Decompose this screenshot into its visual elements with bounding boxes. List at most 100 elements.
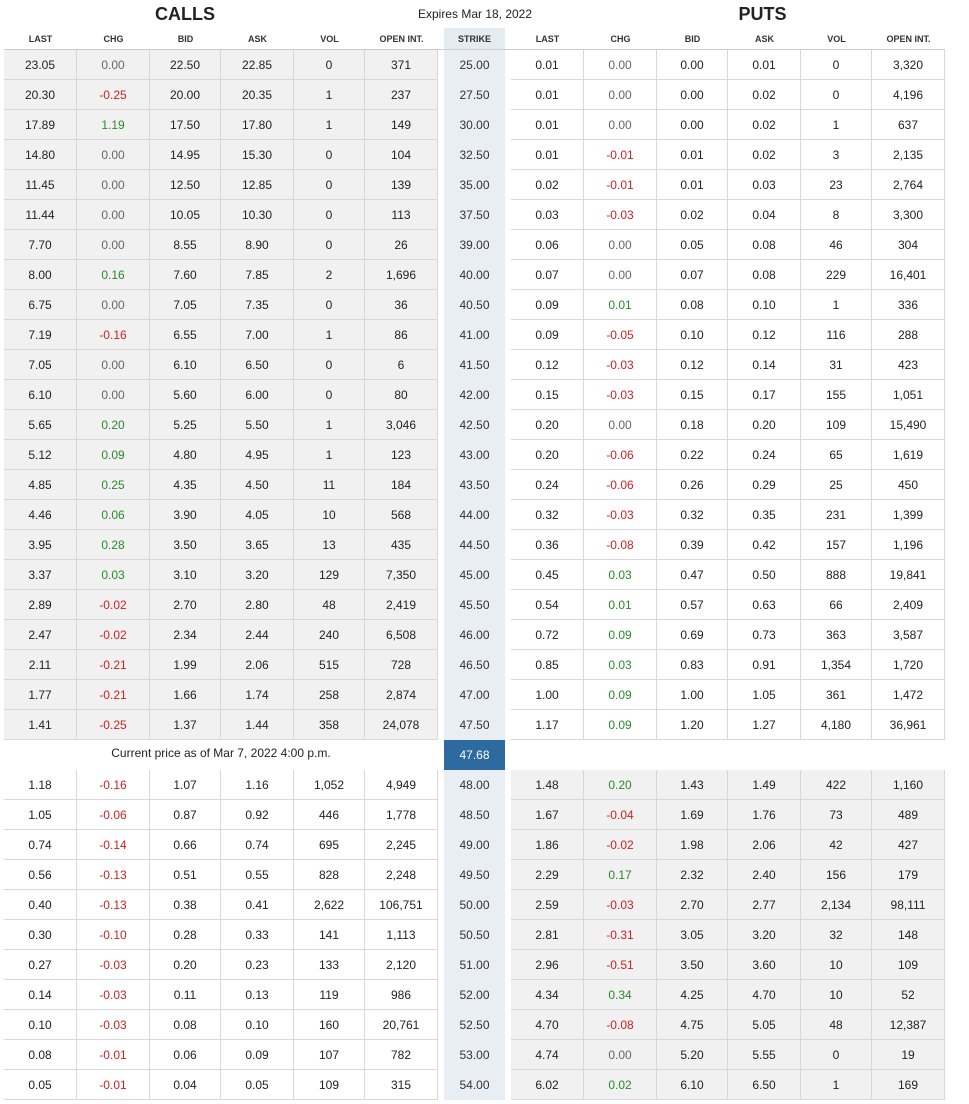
strike-cell[interactable]: 35.00 bbox=[444, 170, 505, 200]
put-ask-cell: 4.70 bbox=[728, 980, 801, 1010]
call-bid-cell: 12.50 bbox=[150, 170, 221, 200]
calls-col-last[interactable]: LAST bbox=[4, 28, 77, 50]
strike-cell[interactable]: 37.50 bbox=[444, 200, 505, 230]
call-chg-cell: -0.16 bbox=[77, 320, 150, 350]
strike-cell[interactable]: 48.50 bbox=[444, 800, 505, 830]
strike-cell[interactable]: 40.00 bbox=[444, 260, 505, 290]
strike-cell[interactable]: 32.50 bbox=[444, 140, 505, 170]
puts-col-open-int[interactable]: OPEN INT. bbox=[872, 28, 945, 50]
call-last-cell: 6.75 bbox=[4, 290, 77, 320]
call-open-int-cell: 24,078 bbox=[365, 710, 438, 740]
call-open-int-cell: 1,778 bbox=[365, 800, 438, 830]
column-gap bbox=[438, 110, 444, 140]
strike-cell[interactable]: 42.50 bbox=[444, 410, 505, 440]
strike-cell[interactable]: 54.00 bbox=[444, 1070, 505, 1100]
strike-cell[interactable]: 47.00 bbox=[444, 680, 505, 710]
put-open-int-cell: 19 bbox=[872, 1040, 945, 1070]
put-vol-cell: 155 bbox=[801, 380, 872, 410]
strike-cell[interactable]: 42.00 bbox=[444, 380, 505, 410]
strike-cell[interactable]: 52.50 bbox=[444, 1010, 505, 1040]
put-last-cell: 0.12 bbox=[511, 350, 584, 380]
put-bid-cell: 4.25 bbox=[657, 980, 728, 1010]
call-ask-cell: 4.50 bbox=[221, 470, 294, 500]
strike-cell[interactable]: 25.00 bbox=[444, 50, 505, 80]
calls-col-bid[interactable]: BID bbox=[150, 28, 221, 50]
put-vol-cell: 8 bbox=[801, 200, 872, 230]
strike-cell[interactable]: 46.50 bbox=[444, 650, 505, 680]
puts-col-chg[interactable]: CHG bbox=[584, 28, 657, 50]
strike-cell[interactable]: 44.50 bbox=[444, 530, 505, 560]
column-gap bbox=[438, 860, 444, 890]
call-bid-cell: 5.60 bbox=[150, 380, 221, 410]
put-open-int-cell: 12,387 bbox=[872, 1010, 945, 1040]
strike-cell[interactable]: 53.00 bbox=[444, 1040, 505, 1070]
call-vol-cell: 119 bbox=[294, 980, 365, 1010]
puts-col-vol[interactable]: VOL bbox=[801, 28, 872, 50]
column-gap bbox=[438, 140, 444, 170]
strike-cell[interactable]: 47.50 bbox=[444, 710, 505, 740]
put-chg-cell: -0.03 bbox=[584, 890, 657, 920]
column-gap bbox=[505, 800, 511, 830]
call-bid-cell: 7.05 bbox=[150, 290, 221, 320]
puts-col-last[interactable]: LAST bbox=[511, 28, 584, 50]
strike-cell[interactable]: 41.50 bbox=[444, 350, 505, 380]
puts-col-bid[interactable]: BID bbox=[657, 28, 728, 50]
put-chg-cell: -0.02 bbox=[584, 830, 657, 860]
strike-cell[interactable]: 49.00 bbox=[444, 830, 505, 860]
puts-col-ask[interactable]: ASK bbox=[728, 28, 801, 50]
call-chg-cell: 0.00 bbox=[77, 350, 150, 380]
strike-cell[interactable]: 39.00 bbox=[444, 230, 505, 260]
column-gap bbox=[505, 560, 511, 590]
call-vol-cell: 1 bbox=[294, 410, 365, 440]
strike-cell[interactable]: 45.50 bbox=[444, 590, 505, 620]
strike-cell[interactable]: 52.00 bbox=[444, 980, 505, 1010]
calls-col-chg[interactable]: CHG bbox=[77, 28, 150, 50]
put-last-cell: 2.81 bbox=[511, 920, 584, 950]
call-chg-cell: -0.21 bbox=[77, 650, 150, 680]
strike-cell[interactable]: 27.50 bbox=[444, 80, 505, 110]
put-last-cell: 0.20 bbox=[511, 440, 584, 470]
expiration-label[interactable]: Expires Mar 18, 2022 bbox=[417, 7, 533, 21]
strike-cell[interactable]: 49.50 bbox=[444, 860, 505, 890]
calls-col-ask[interactable]: ASK bbox=[221, 28, 294, 50]
strike-cell[interactable]: 48.00 bbox=[444, 770, 505, 800]
call-bid-cell: 7.60 bbox=[150, 260, 221, 290]
call-open-int-cell: 6,508 bbox=[365, 620, 438, 650]
put-last-cell: 1.86 bbox=[511, 830, 584, 860]
call-vol-cell: 11 bbox=[294, 470, 365, 500]
strike-cell[interactable]: 41.00 bbox=[444, 320, 505, 350]
put-vol-cell: 42 bbox=[801, 830, 872, 860]
call-bid-cell: 1.37 bbox=[150, 710, 221, 740]
put-chg-cell: 0.17 bbox=[584, 860, 657, 890]
strike-cell[interactable]: 43.50 bbox=[444, 470, 505, 500]
strike-cell[interactable]: 40.50 bbox=[444, 290, 505, 320]
strike-cell[interactable]: 30.00 bbox=[444, 110, 505, 140]
call-bid-cell: 0.06 bbox=[150, 1040, 221, 1070]
calls-col-vol[interactable]: VOL bbox=[294, 28, 365, 50]
strike-cell[interactable]: 51.00 bbox=[444, 950, 505, 980]
strike-cell[interactable]: 44.00 bbox=[444, 500, 505, 530]
column-gap bbox=[505, 410, 511, 440]
strike-cell[interactable]: 43.00 bbox=[444, 440, 505, 470]
column-gap bbox=[438, 650, 444, 680]
put-ask-cell: 5.05 bbox=[728, 1010, 801, 1040]
put-ask-cell: 0.35 bbox=[728, 500, 801, 530]
strike-cell[interactable]: 45.00 bbox=[444, 560, 505, 590]
strike-cell[interactable]: 50.50 bbox=[444, 920, 505, 950]
call-chg-cell: -0.01 bbox=[77, 1040, 150, 1070]
call-open-int-cell: 106,751 bbox=[365, 890, 438, 920]
put-vol-cell: 116 bbox=[801, 320, 872, 350]
put-chg-cell: 0.34 bbox=[584, 980, 657, 1010]
put-chg-cell: -0.51 bbox=[584, 950, 657, 980]
put-last-cell: 1.67 bbox=[511, 800, 584, 830]
call-vol-cell: 133 bbox=[294, 950, 365, 980]
strike-cell[interactable]: 50.00 bbox=[444, 890, 505, 920]
calls-col-open-int[interactable]: OPEN INT. bbox=[365, 28, 438, 50]
put-open-int-cell: 1,399 bbox=[872, 500, 945, 530]
strike-col[interactable]: STRIKE bbox=[444, 28, 505, 50]
call-last-cell: 0.05 bbox=[4, 1070, 77, 1100]
put-bid-cell: 0.39 bbox=[657, 530, 728, 560]
column-gap bbox=[505, 28, 511, 50]
strike-cell[interactable]: 46.00 bbox=[444, 620, 505, 650]
put-open-int-cell: 36,961 bbox=[872, 710, 945, 740]
